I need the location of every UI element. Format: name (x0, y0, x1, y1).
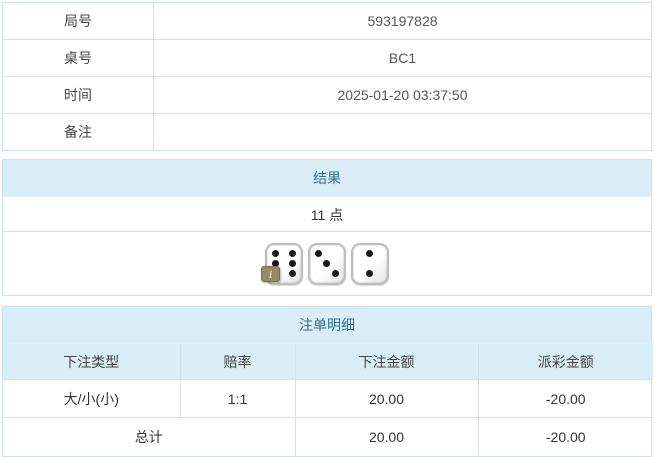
col-header-bet-type: 下注类型 (3, 343, 180, 380)
table-header-row: 下注类型 赔率 下注金额 派彩金额 (3, 343, 653, 380)
die-2-icon (351, 242, 389, 285)
total-row: 总计 20.00 -20.00 (3, 417, 653, 456)
bet-details-table: 下注类型 赔率 下注金额 派彩金额 大/小(小) 1:1 20.00 -20.0… (3, 343, 653, 456)
time-value: 2025-01-20 03:37:50 (153, 76, 652, 114)
result-panel-title: 结果 (3, 160, 651, 196)
odds-value: 1:1 (179, 379, 295, 418)
table-row: 时间 2025-01-20 03:37:50 (2, 76, 652, 114)
table-id-value: BC1 (153, 39, 652, 77)
total-label: 总计 (3, 417, 295, 456)
die-3-icon (308, 242, 346, 285)
table-row: 局号 593197828 (2, 2, 652, 40)
dice-row: i (3, 232, 651, 295)
info-icon: i (261, 266, 280, 282)
result-panel: 结果 11 点 i (2, 159, 652, 296)
time-label: 时间 (2, 76, 154, 114)
col-header-bet-amount: 下注金额 (294, 343, 478, 380)
bet-type-value: 大/小(小) (3, 379, 180, 418)
table-row: 桌号 BC1 (2, 39, 652, 77)
bet-amount-value: 20.00 (294, 379, 478, 418)
col-header-payout-amount: 派彩金额 (477, 343, 653, 380)
table-id-label: 桌号 (2, 39, 154, 77)
game-id-label: 局号 (2, 2, 154, 40)
payout-value: -20.00 (477, 379, 653, 418)
result-points: 11 点 (3, 196, 651, 232)
col-header-odds: 赔率 (179, 343, 295, 380)
remark-label: 备注 (2, 113, 154, 151)
remark-value (154, 114, 652, 151)
bet-details-title: 注单明细 (3, 307, 651, 343)
game-info-table: 局号 593197828 桌号 BC1 时间 2025-01-20 03:37:… (2, 2, 652, 151)
total-bet-amount: 20.00 (294, 417, 478, 456)
game-id-value: 593197828 (153, 2, 652, 40)
bet-details-panel: 注单明细 下注类型 赔率 下注金额 派彩金额 大/小(小) 1:1 20.00 … (2, 306, 653, 457)
table-row: 备注 (2, 113, 652, 151)
total-payout: -20.00 (477, 417, 653, 456)
table-row: 大/小(小) 1:1 20.00 -20.00 (3, 379, 653, 418)
